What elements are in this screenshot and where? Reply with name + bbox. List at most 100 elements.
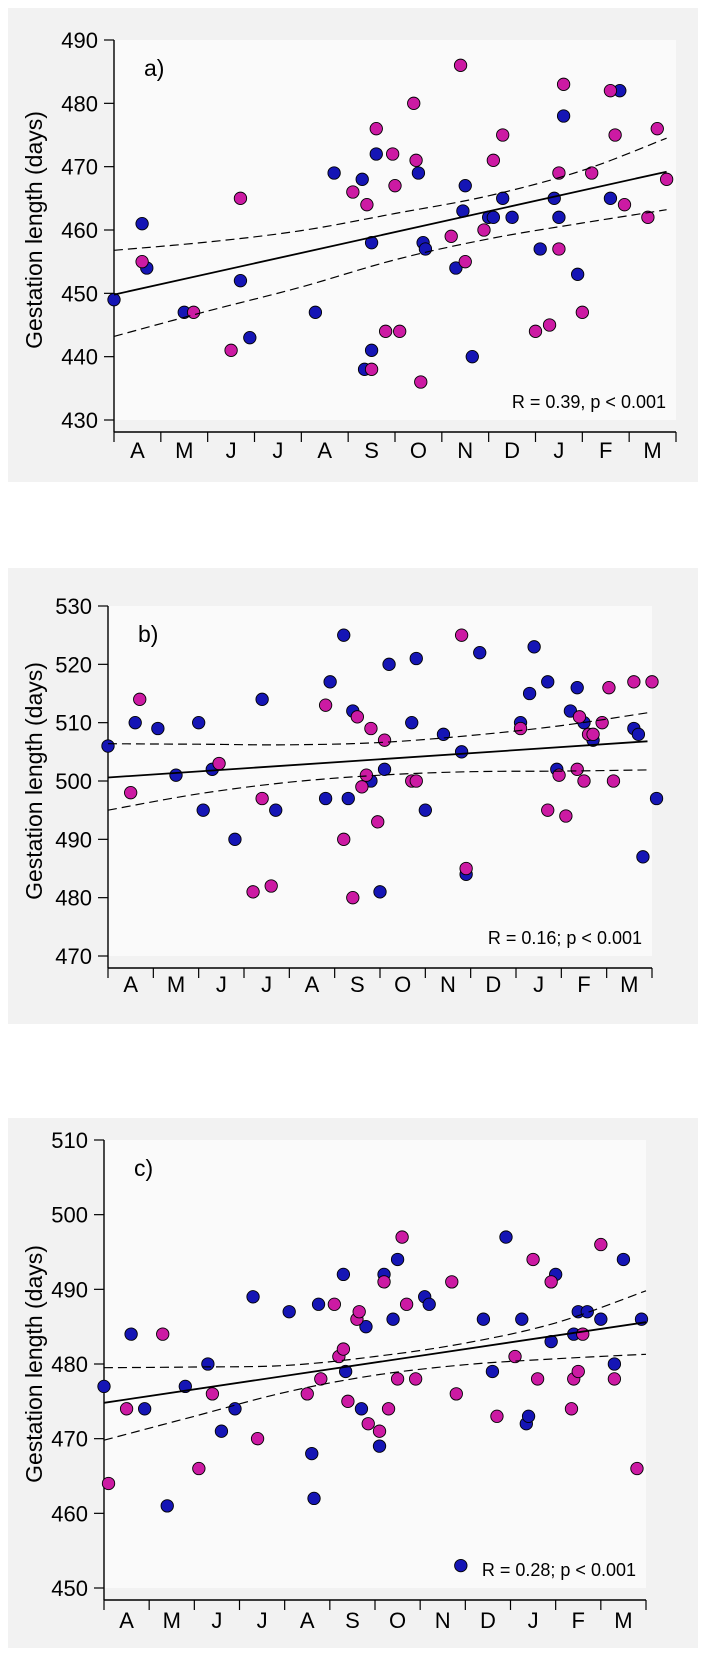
data-points xyxy=(101,628,664,905)
plot-area xyxy=(114,40,676,420)
magenta-point xyxy=(364,362,379,376)
blue-point xyxy=(473,646,487,660)
chart-panel-a: 430 440 450 460 470 480 490 A M J J A S O N D J F M Gestati… xyxy=(0,0,705,490)
y-tick-label: 450 xyxy=(51,1576,88,1601)
magenta-point xyxy=(378,324,393,338)
blue-point xyxy=(649,791,664,806)
blue-point xyxy=(405,716,419,730)
magenta-point xyxy=(608,128,622,142)
x-tick-label: A xyxy=(123,972,138,997)
magenta-point xyxy=(359,768,374,782)
magenta-point xyxy=(645,675,659,689)
magenta-point xyxy=(572,710,587,724)
x-tick-label: J xyxy=(216,972,227,997)
magenta-point xyxy=(346,185,360,199)
magenta-point xyxy=(445,1275,459,1289)
blue-point xyxy=(485,1364,500,1379)
magenta-point xyxy=(409,774,423,788)
blue-point xyxy=(527,640,541,654)
blue-point xyxy=(128,716,142,730)
blue-point xyxy=(521,1409,536,1423)
y-tick-label: 510 xyxy=(51,1128,88,1153)
confidence-band-lower xyxy=(107,769,648,811)
magenta-point xyxy=(205,1387,220,1401)
blue-point xyxy=(411,166,426,180)
blue-point xyxy=(616,1252,631,1267)
magenta-point xyxy=(224,343,238,357)
magenta-point xyxy=(327,1297,341,1311)
plot-area xyxy=(108,606,652,956)
magenta-point xyxy=(341,1394,355,1408)
blue-point xyxy=(101,739,115,753)
x-tick-label: J xyxy=(528,1608,539,1633)
blue-point xyxy=(382,657,396,671)
y-tick-label: 510 xyxy=(55,711,92,736)
x-tick-label: A xyxy=(305,972,320,997)
magenta-point xyxy=(458,255,472,269)
blue-point xyxy=(243,331,257,345)
y-tick-label: 470 xyxy=(55,944,92,969)
magenta-point xyxy=(212,756,226,771)
magenta-point xyxy=(372,1424,387,1438)
blue-point xyxy=(192,716,206,730)
blue-point xyxy=(377,762,392,776)
chart-panel-c: 450 460 470 480 490 500 510 A M J J A S O N D J F M Gestati… xyxy=(0,1110,705,1655)
magenta-point xyxy=(552,768,566,782)
x-tick-label: N xyxy=(440,972,456,997)
magenta-point xyxy=(559,809,573,823)
y-axis-label: Gestation length (days) xyxy=(21,111,47,349)
panel-label: c) xyxy=(134,1155,153,1181)
confidence-band-lower xyxy=(113,209,667,337)
magenta-point xyxy=(355,780,369,794)
magenta-point xyxy=(133,692,147,706)
x-tick-label: A xyxy=(317,438,332,463)
magenta-point xyxy=(526,1252,540,1267)
blue-point xyxy=(308,305,323,319)
x-tick-label: J xyxy=(272,438,283,463)
magenta-point xyxy=(650,122,664,136)
magenta-point xyxy=(444,229,458,243)
blue-point xyxy=(373,885,387,899)
blue-point xyxy=(336,1267,351,1282)
magenta-point xyxy=(530,1372,545,1386)
x-tick-label: D xyxy=(504,438,520,463)
magenta-point xyxy=(564,1402,579,1416)
magenta-point xyxy=(627,675,641,689)
x-tick-label: M xyxy=(643,438,661,463)
blue-point xyxy=(160,1499,174,1513)
y-tick-label: 500 xyxy=(51,1203,88,1228)
blue-point xyxy=(137,1402,152,1416)
blue-point xyxy=(228,1402,242,1416)
magenta-point xyxy=(409,153,423,167)
blue-point xyxy=(201,1357,215,1371)
blue-point xyxy=(282,1305,296,1319)
blue-point xyxy=(422,1297,436,1311)
x-tick-label: O xyxy=(389,1608,406,1633)
x-tick-label: N xyxy=(457,438,473,463)
magenta-point xyxy=(570,762,584,776)
y-tick-label: 440 xyxy=(61,345,98,370)
blue-point xyxy=(107,293,121,307)
blue-point xyxy=(486,210,500,224)
magenta-point xyxy=(496,128,510,142)
y-tick-label: 450 xyxy=(61,281,98,306)
blue-point xyxy=(97,1379,111,1394)
x-tick-label: M xyxy=(175,438,193,463)
magenta-point xyxy=(390,1372,405,1386)
x-tick-label: S xyxy=(364,438,379,463)
blue-point xyxy=(580,1305,594,1319)
magenta-point xyxy=(101,1476,116,1491)
blue-point xyxy=(372,1439,387,1453)
axes: 430 440 450 460 470 480 490 A M J J A S O N D J F M xyxy=(61,28,677,463)
magenta-point xyxy=(576,1327,590,1341)
magenta-point xyxy=(314,1372,328,1386)
plot-area xyxy=(104,1140,646,1588)
magenta-point xyxy=(399,1297,414,1311)
blue-point xyxy=(496,191,510,205)
magenta-point xyxy=(541,803,555,817)
blue-point xyxy=(386,1312,400,1326)
magenta-point xyxy=(486,153,500,167)
magenta-point xyxy=(364,721,378,736)
blue-point xyxy=(458,179,472,193)
blue-point xyxy=(338,1364,353,1379)
